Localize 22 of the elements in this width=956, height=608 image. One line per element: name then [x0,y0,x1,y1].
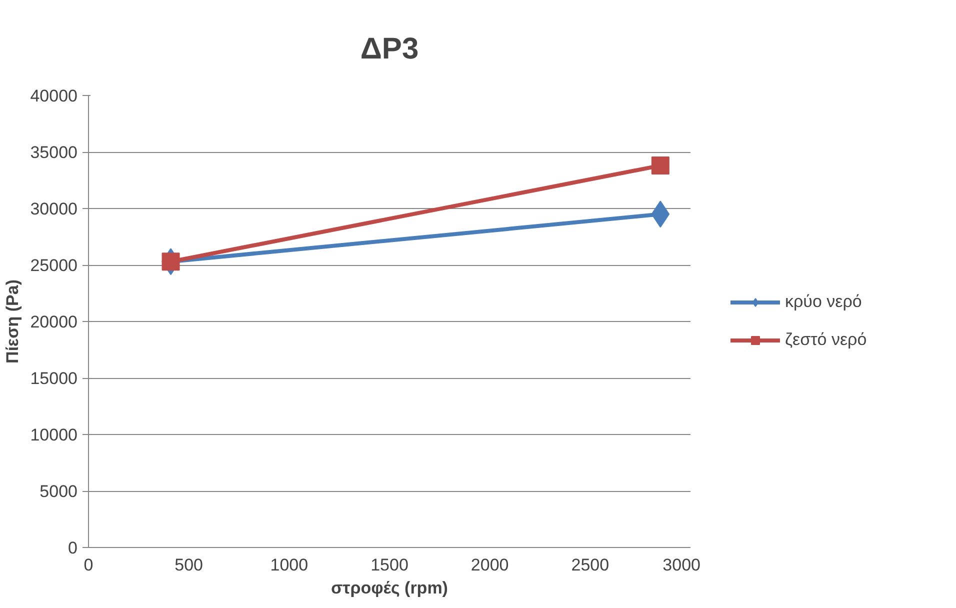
y-tick-label: 25000 [30,256,78,275]
x-tick-label: 1000 [270,556,308,574]
x-tick-label: 0 [84,556,94,574]
y-tick-label: 5000 [40,482,78,501]
chart-title: ΔP3 [360,32,419,66]
y-tick-label: 30000 [30,200,78,218]
x-tick-label: 500 [174,556,204,574]
x-axis-title: στροφές (rpm) [331,578,448,598]
y-tick-label: 15000 [30,369,78,388]
x-tick-label: 3000 [662,556,701,574]
y-tick-label: 0 [68,538,78,558]
point [651,156,670,175]
y-axis-title: Πίεση (Pa) [3,280,22,364]
x-tick-label: 2000 [470,556,509,574]
legend-label: ζεστό νερό [785,330,867,350]
x-tick-label: 2500 [571,556,610,574]
y-tick-label: 35000 [30,143,78,162]
legend-label: κρύο νερό [785,292,862,312]
x-tick-label: 1500 [370,556,408,574]
y-tick-label: 40000 [30,86,78,106]
y-tick-label: 20000 [30,312,78,332]
y-tick-label: 10000 [30,426,78,444]
